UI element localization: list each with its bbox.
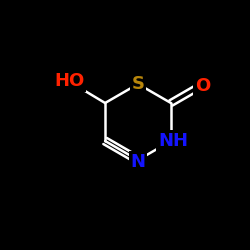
- Text: S: S: [132, 75, 144, 93]
- Text: N: N: [130, 153, 146, 171]
- Text: HO: HO: [54, 72, 84, 90]
- Text: O: O: [195, 77, 210, 95]
- Text: NH: NH: [158, 132, 188, 150]
